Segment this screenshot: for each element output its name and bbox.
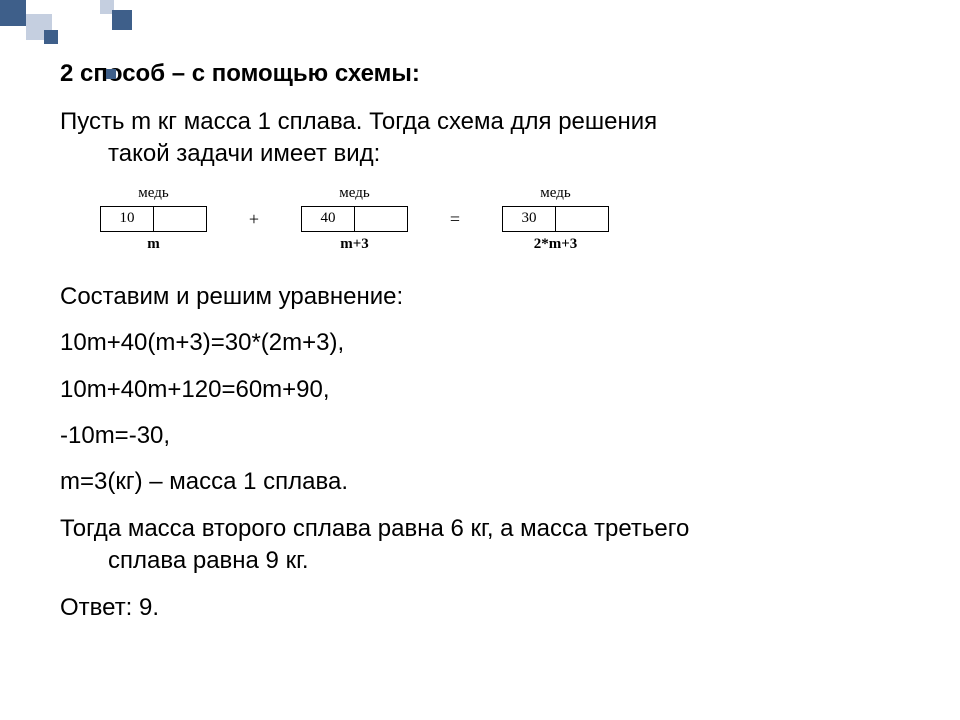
box-top-label: медь <box>339 185 369 202</box>
heading: 2 способ – с помощью схемы: <box>60 60 900 88</box>
alloy-box-3: медь 30 2*m+3 <box>502 185 609 253</box>
alloy-box-2: медь 40 m+3 <box>301 185 408 253</box>
equation-line-2: 10m+40(m+3)=30*(2m+3), <box>60 327 900 359</box>
alloy-box-1: медь 10 m <box>100 185 207 253</box>
corner-decoration <box>0 0 180 50</box>
box-top-label: медь <box>138 185 168 202</box>
box-bottom-label: m <box>147 236 160 253</box>
conclusion-line-2: сплава равна 9 кг. <box>60 545 900 577</box>
box-top-label: медь <box>540 185 570 202</box>
equation-line-4: -10m=-30, <box>60 420 900 452</box>
intro-paragraph: Пусть m кг масса 1 сплава. Тогда схема д… <box>60 106 900 171</box>
box-cell-left: 40 <box>302 207 355 231</box>
deco-square <box>112 10 132 30</box>
box-bottom-label: 2*m+3 <box>534 236 578 253</box>
bullet-icon <box>106 69 116 79</box>
conclusion-line-1: Тогда масса второго сплава равна 6 кг, а… <box>60 515 689 542</box>
intro-line-2: такой задачи имеет вид: <box>60 138 900 170</box>
answer-line: Ответ: 9. <box>60 592 900 624</box>
deco-square <box>44 30 58 44</box>
box-frame: 40 <box>301 206 408 232</box>
conclusion-paragraph: Тогда масса второго сплава равна 6 кг, а… <box>60 513 900 578</box>
box-frame: 30 <box>502 206 609 232</box>
deco-square <box>0 0 26 26</box>
box-cell-left: 30 <box>503 207 556 231</box>
box-cell-right <box>154 207 206 231</box>
box-cell-right <box>355 207 407 231</box>
intro-line-1: Пусть m кг масса 1 сплава. Тогда схема д… <box>60 108 657 135</box>
box-frame: 10 <box>100 206 207 232</box>
slide-content: 2 способ – с помощью схемы: Пусть m кг м… <box>0 0 960 624</box>
box-cell-left: 10 <box>101 207 154 231</box>
equation-line-3: 10m+40m+120=60m+90, <box>60 374 900 406</box>
equation-line-5: m=3(кг) – масса 1 сплава. <box>60 466 900 498</box>
scheme-diagram: медь 10 m + медь 40 m+3 = медь 30 2*m+3 <box>100 185 900 253</box>
equation-line-1: Составим и решим уравнение: <box>60 281 900 313</box>
plus-operator: + <box>247 209 261 230</box>
equals-operator: = <box>448 209 462 230</box>
box-bottom-label: m+3 <box>340 236 369 253</box>
box-cell-right <box>556 207 608 231</box>
